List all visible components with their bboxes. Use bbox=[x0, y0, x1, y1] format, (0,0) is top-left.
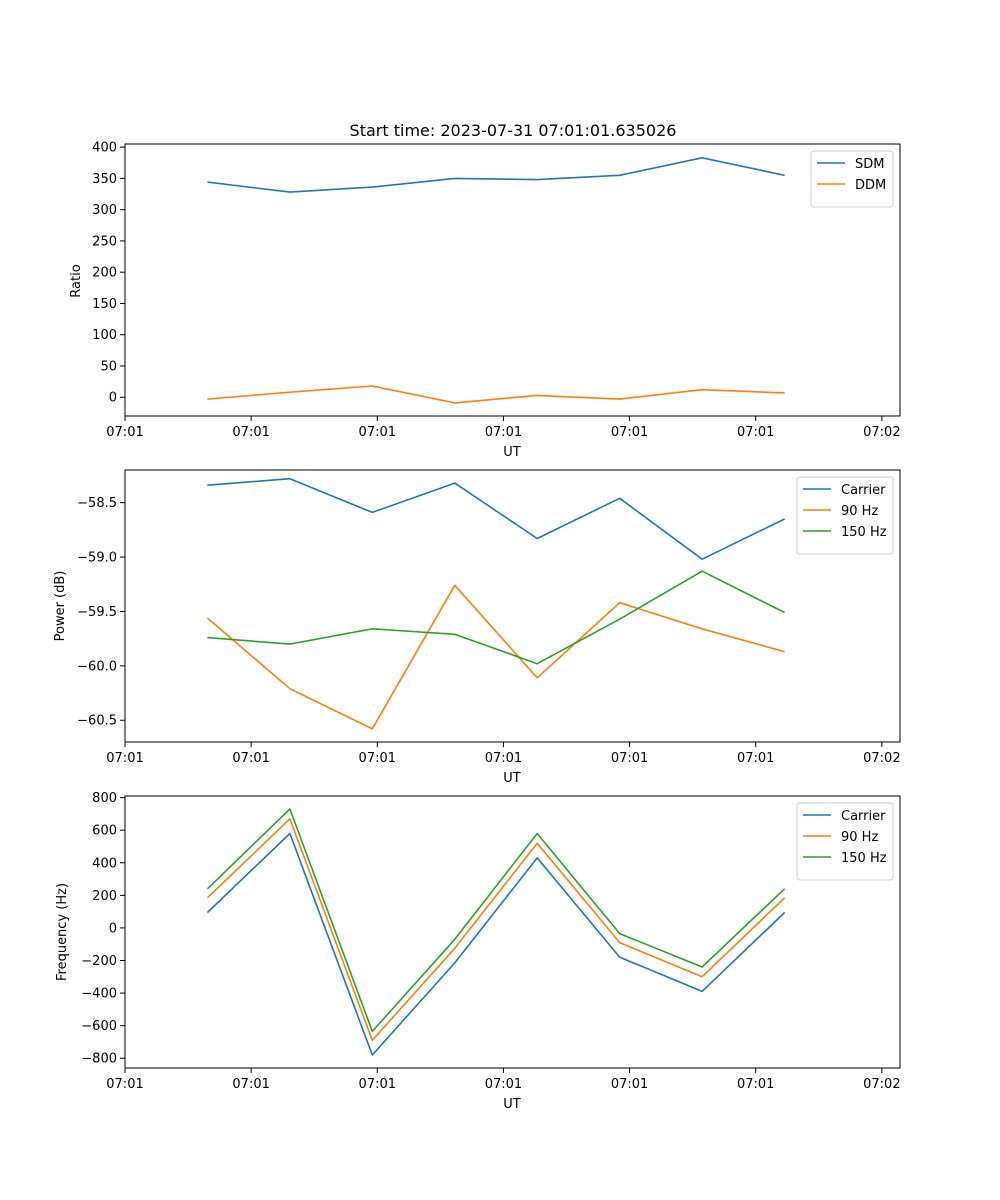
x-tick-label: 07:01 bbox=[737, 1077, 774, 1092]
legend-label: 150 Hz bbox=[841, 525, 887, 540]
x-tick-label: 07:01 bbox=[232, 1077, 269, 1092]
x-axis-label: UT bbox=[503, 1097, 521, 1112]
x-tick-label: 07:01 bbox=[611, 751, 648, 766]
y-tick-label: 300 bbox=[92, 203, 117, 218]
y-tick-label: 200 bbox=[92, 266, 117, 281]
y-axis-label: Ratio bbox=[69, 264, 84, 297]
x-tick-label: 07:01 bbox=[359, 751, 396, 766]
legend-label: 150 Hz bbox=[841, 851, 887, 866]
y-tick-label: 50 bbox=[100, 359, 117, 374]
x-tick-label: 07:01 bbox=[106, 751, 143, 766]
legend-label: SDM bbox=[855, 157, 884, 172]
y-tick-label: 150 bbox=[92, 297, 117, 312]
legend-label: Carrier bbox=[841, 483, 886, 498]
series-line-150-hz bbox=[206, 808, 786, 1033]
y-tick-label: −59.0 bbox=[77, 551, 117, 566]
series-line-carrier bbox=[206, 832, 786, 1056]
y-tick-label: −59.5 bbox=[77, 605, 117, 620]
x-tick-label: 07:01 bbox=[485, 425, 522, 440]
series-line-90-hz bbox=[206, 584, 785, 730]
legend-label: Carrier bbox=[841, 809, 886, 824]
x-tick-label: 07:01 bbox=[485, 1077, 522, 1092]
series-line-90-hz bbox=[206, 817, 786, 1042]
plot-frame bbox=[124, 143, 901, 417]
x-tick-label: 07:01 bbox=[611, 425, 648, 440]
x-axis-label: UT bbox=[503, 771, 521, 786]
y-tick-label: 350 bbox=[92, 172, 117, 187]
x-tick-label: 07:01 bbox=[611, 1077, 648, 1092]
y-tick-label: 250 bbox=[92, 234, 117, 249]
y-tick-label: 0 bbox=[109, 921, 117, 936]
y-tick-label: 200 bbox=[92, 889, 117, 904]
x-tick-label: 07:02 bbox=[863, 1077, 900, 1092]
legend-label: 90 Hz bbox=[841, 504, 878, 519]
x-tick-label: 07:01 bbox=[737, 751, 774, 766]
x-tick-label: 07:02 bbox=[863, 751, 900, 766]
x-tick-label: 07:01 bbox=[232, 425, 269, 440]
plot-frame bbox=[124, 469, 901, 743]
x-tick-label: 07:01 bbox=[232, 751, 269, 766]
y-tick-label: 400 bbox=[92, 141, 117, 156]
ratio-panel: Start time: 2023-07-31 07:01:01.635026 R… bbox=[69, 121, 901, 460]
y-tick-label: −200 bbox=[81, 954, 117, 969]
chart-title: Start time: 2023-07-31 07:01:01.635026 bbox=[350, 121, 677, 140]
legend: Carrier 90 Hz 150 Hz bbox=[796, 802, 894, 881]
legend-box bbox=[796, 802, 894, 881]
x-tick-label: 07:01 bbox=[737, 425, 774, 440]
y-tick-label: −400 bbox=[81, 987, 117, 1002]
x-tick-label: 07:01 bbox=[359, 425, 396, 440]
y-tick-label: 400 bbox=[92, 856, 117, 871]
y-tick-label: −60.0 bbox=[77, 659, 117, 674]
plot-frame bbox=[124, 795, 901, 1069]
y-tick-label: −58.5 bbox=[77, 496, 117, 511]
x-tick-label: 07:02 bbox=[863, 425, 900, 440]
legend-box bbox=[810, 150, 894, 208]
x-tick-label: 07:01 bbox=[106, 1077, 143, 1092]
y-tick-label: 600 bbox=[92, 824, 117, 839]
y-tick-label: −800 bbox=[81, 1052, 117, 1067]
y-tick-label: 800 bbox=[92, 791, 117, 806]
x-tick-label: 07:01 bbox=[485, 751, 522, 766]
legend: Carrier 90 Hz 150 Hz bbox=[796, 476, 894, 555]
y-tick-label: −600 bbox=[81, 1019, 117, 1034]
series-line-ddm bbox=[207, 385, 785, 404]
y-axis-label: Power (dB) bbox=[53, 571, 68, 642]
power-panel: Power (dB) UT 07:01 07:01 07:01 07:01 07:01 0… bbox=[53, 469, 901, 786]
series-line-150-hz bbox=[207, 570, 785, 665]
x-tick-label: 07:01 bbox=[106, 425, 143, 440]
y-tick-label: 0 bbox=[109, 391, 117, 406]
series-line-carrier bbox=[207, 477, 785, 561]
legend: SDM DDM bbox=[810, 150, 894, 208]
frequency-panel: Frequency (Hz) UT 07:01 07:01 07:01 07:01 07… bbox=[55, 791, 901, 1112]
series-line-sdm bbox=[207, 157, 785, 193]
legend-box bbox=[796, 476, 894, 555]
y-axis-label: Frequency (Hz) bbox=[55, 883, 70, 981]
y-tick-label: −60.5 bbox=[77, 714, 117, 729]
x-axis-label: UT bbox=[503, 445, 521, 460]
legend-label: 90 Hz bbox=[841, 830, 878, 845]
legend-label: DDM bbox=[855, 178, 886, 193]
y-tick-label: 100 bbox=[92, 328, 117, 343]
x-tick-label: 07:01 bbox=[359, 1077, 396, 1092]
